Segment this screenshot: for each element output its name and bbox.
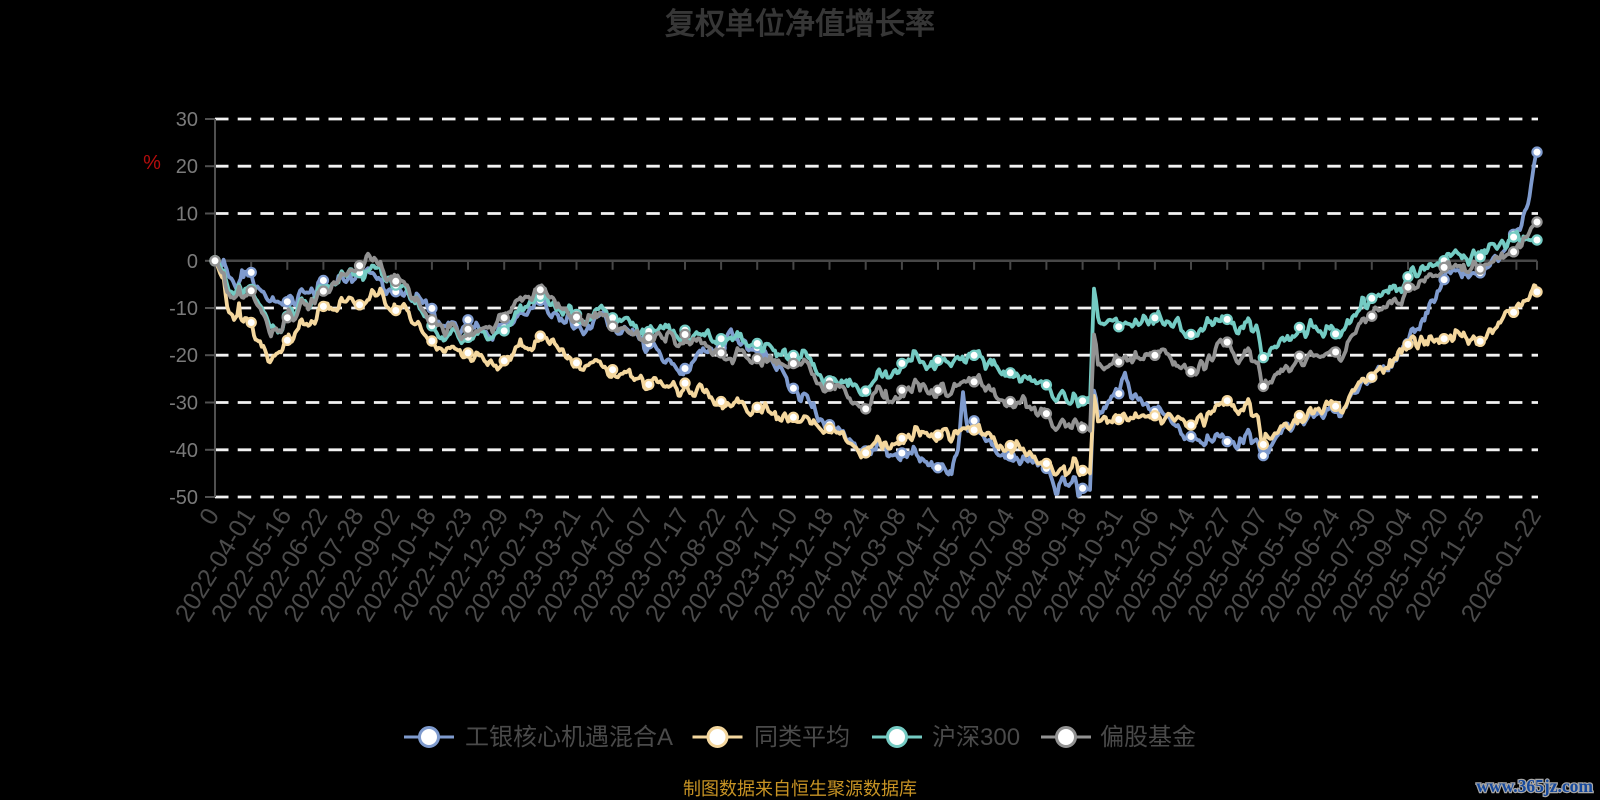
svg-text:-40: -40 — [169, 440, 198, 462]
svg-text:同类平均: 同类平均 — [754, 724, 850, 751]
svg-text:30: 30 — [176, 109, 198, 131]
svg-text:0: 0 — [187, 251, 198, 273]
svg-text:20: 20 — [176, 156, 198, 178]
svg-text:-10: -10 — [169, 298, 198, 320]
svg-text:工银核心机遇混合A: 工银核心机遇混合A — [465, 724, 673, 751]
svg-text:-20: -20 — [169, 345, 198, 367]
svg-text:偏股基金: 偏股基金 — [1100, 724, 1196, 751]
svg-text:制图数据来自恒生聚源数据库: 制图数据来自恒生聚源数据库 — [683, 779, 917, 799]
svg-text:10: 10 — [176, 204, 198, 226]
svg-text:沪深300: 沪深300 — [932, 724, 1020, 751]
svg-text:-50: -50 — [169, 487, 198, 509]
svg-text:复权单位净值增长率: 复权单位净值增长率 — [665, 7, 935, 41]
svg-text:%: % — [143, 152, 161, 174]
svg-text:www.365jz.com: www.365jz.com — [1476, 776, 1593, 796]
svg-text:-30: -30 — [169, 393, 198, 415]
